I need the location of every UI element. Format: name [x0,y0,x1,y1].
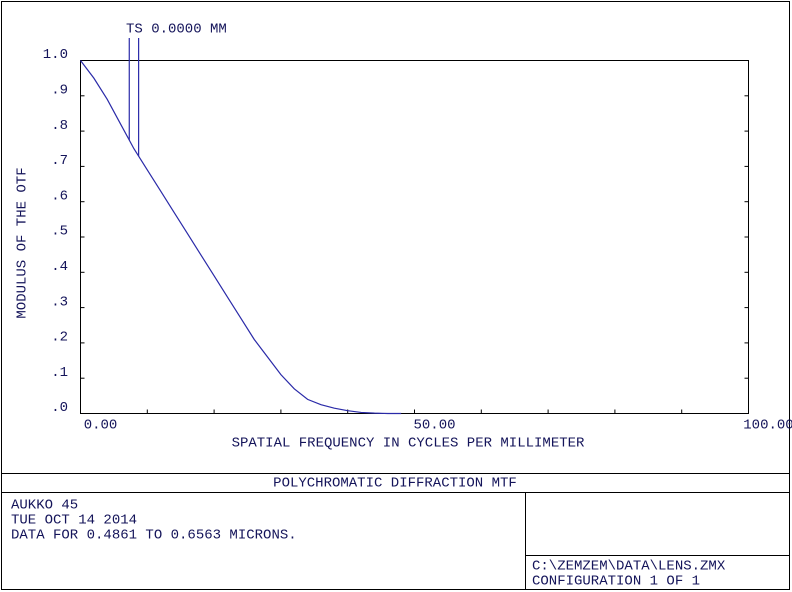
y-tick-label: .1 [51,365,68,381]
mtf-curve [80,60,402,415]
series-label: TS 0.0000 MM [126,22,227,38]
configuration: CONFIGURATION 1 OF 1 [532,574,700,590]
y-tick-label: .8 [51,118,68,134]
x-tick-label: 100.00 [743,418,792,434]
y-tick-label: 1.0 [43,47,68,63]
y-tick-label: .4 [51,259,68,275]
y-tick-label: .2 [51,330,68,346]
plot-frame [80,60,749,414]
y-tick-label: .0 [51,400,68,416]
y-tick-label: .3 [51,294,68,310]
y-tick-label: .7 [51,153,68,169]
x-tick-label: 50.00 [413,418,455,434]
footer-line: TUE OCT 14 2014 [11,513,137,529]
y-tick-label: .5 [51,224,68,240]
y-tick-label: .6 [51,188,68,204]
y-tick-label: .9 [51,83,68,99]
x-axis-label: SPATIAL FREQUENCY IN CYCLES PER MILLIMET… [232,436,585,452]
y-axis-label: MODULUS OF THE OTF [15,167,31,318]
footer-line: DATA FOR 0.4861 TO 0.6563 MICRONS. [11,528,297,544]
chart-title: POLYCHROMATIC DIFFRACTION MTF [273,476,517,492]
footer-line: AUKKO 45 [11,498,78,514]
file-path: C:\ZEMZEM\DATA\LENS.ZMX [532,559,726,575]
x-tick-label: 0.00 [84,418,118,434]
